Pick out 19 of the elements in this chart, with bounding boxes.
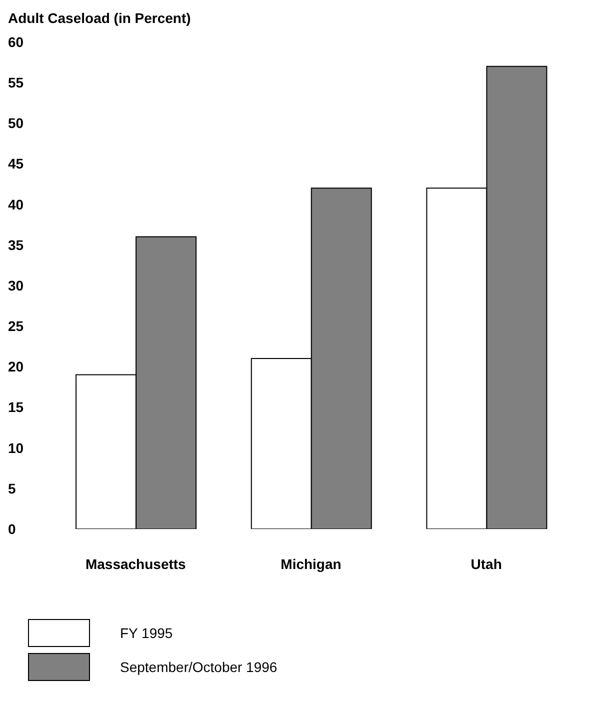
y-tick-label: 25 [8, 318, 24, 334]
y-tick-label: 35 [8, 236, 24, 253]
y-tick-label: 50 [8, 115, 24, 132]
chart-title: Adult Caseload (in Percent) [8, 9, 192, 28]
y-tick-label: 5 [8, 480, 16, 496]
y-tick-label: 15 [8, 399, 24, 416]
legend-label: September/October 1996 [120, 659, 278, 675]
y-tick-label: 55 [8, 74, 24, 91]
y-tick-label: 10 [8, 440, 24, 456]
y-tick-label: 60 [8, 34, 24, 50]
y-tick-label: 45 [8, 156, 24, 172]
y-tick-label: 40 [8, 196, 24, 212]
y-tick-label: 30 [8, 277, 24, 294]
x-tick-label: Utah [470, 556, 502, 572]
x-tick-label: Massachusetts [85, 556, 186, 572]
y-tick-label: 0 [8, 520, 16, 537]
x-tick-label: Michigan [280, 556, 342, 572]
y-tick-label: 20 [8, 358, 24, 375]
legend-label: FY 1995 [120, 625, 173, 641]
